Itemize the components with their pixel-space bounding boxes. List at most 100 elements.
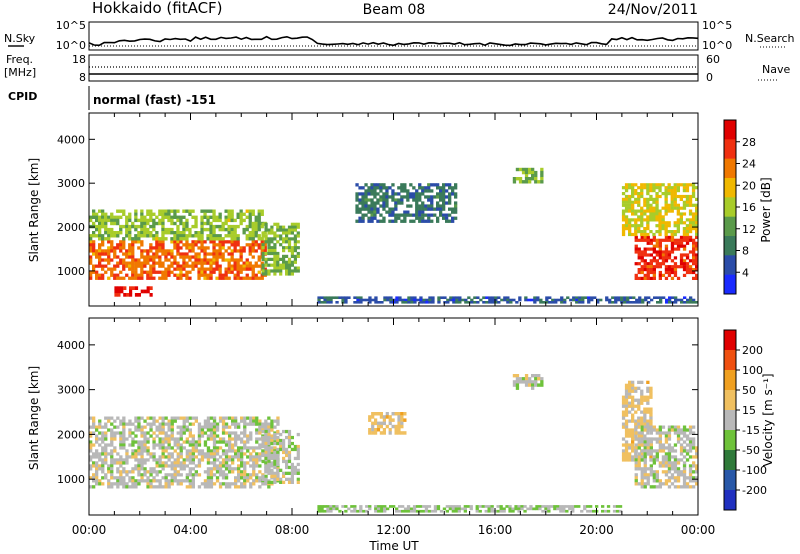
scatter-cell [236, 215, 240, 219]
scatter-cell [116, 231, 120, 235]
scatter-cell [92, 461, 96, 465]
scatter-cell [143, 461, 147, 465]
scatter-cell [237, 479, 241, 483]
scatter-cell [191, 246, 195, 250]
scatter-cell [230, 237, 234, 241]
scatter-cell [209, 276, 213, 280]
scatter-cell [258, 485, 262, 489]
scatter-cell [634, 422, 638, 426]
scatter-cell [191, 264, 195, 268]
scatter-cell [234, 437, 238, 441]
scatter-cell [445, 505, 449, 508]
nave-label: Nave [762, 63, 790, 76]
scatter-cell [194, 446, 198, 450]
scatter-cell [212, 455, 217, 459]
scatter-cell [290, 246, 294, 250]
scatter-cell [110, 231, 114, 235]
scatter-cell [167, 437, 171, 441]
scatter-cell [415, 207, 419, 211]
scatter-cell [224, 267, 228, 271]
scatter-cell [206, 428, 211, 432]
scatter-cell [209, 461, 214, 465]
nave-tick-top: 60 [706, 53, 720, 66]
scatter-cell [276, 225, 280, 229]
scatter-cell [252, 458, 256, 462]
scatter-cell [628, 209, 632, 213]
scatter-cell [173, 464, 177, 468]
scatter-cell [233, 258, 237, 262]
scatter-cell [652, 200, 656, 204]
scatter-cell [695, 206, 699, 210]
scatter-cell [640, 419, 644, 423]
scatter-cell [119, 431, 123, 435]
scatter-cell [652, 259, 656, 263]
scatter-cell [664, 270, 669, 275]
scatter-cell [406, 213, 410, 217]
scatter-cell [673, 230, 677, 234]
scatter-cell [104, 224, 108, 229]
scatter-cell [185, 252, 189, 256]
scatter-cell [397, 213, 401, 217]
scatter-cell [437, 296, 441, 299]
scatter-cell [646, 192, 650, 196]
scatter-cell [655, 244, 659, 248]
scatter-cell [631, 440, 635, 444]
scatter-cell [206, 215, 210, 219]
scatter-cell [404, 298, 408, 302]
scatter-cell [203, 227, 207, 232]
scatter-cell [206, 246, 210, 250]
colorbar-block [724, 158, 736, 179]
scatter-cell [431, 298, 435, 302]
scatter-cell [167, 209, 171, 213]
scatter-cell [529, 505, 533, 508]
scatter-cell [293, 447, 297, 452]
scatter-cell [664, 247, 669, 251]
scatter-cell [652, 206, 656, 210]
scatter-cell [439, 195, 443, 199]
scatter-cell [119, 258, 123, 262]
scatter-cell [119, 246, 123, 250]
scatter-cell [119, 470, 123, 474]
scatter-cell [640, 186, 644, 190]
scatter-cell [624, 386, 629, 390]
scatter-cell [668, 296, 672, 299]
scatter-cell [158, 422, 162, 426]
scatter-cell [679, 446, 684, 450]
scatter-cell [655, 431, 659, 435]
scatter-cell [267, 231, 271, 235]
scatter-cell [203, 215, 207, 219]
scatter-cell [683, 301, 687, 304]
scatter-cell [224, 273, 228, 277]
scatter-cell [243, 422, 247, 426]
scatter-cell [512, 383, 517, 387]
scatter-cell [452, 296, 456, 299]
scatter-cell [182, 428, 186, 432]
scatter-cell [248, 224, 252, 229]
scatter-cell [467, 296, 471, 299]
scatter-cell [673, 262, 678, 266]
scatter-cell [649, 276, 653, 280]
scatter-cell [415, 210, 419, 214]
scatter-cell [143, 434, 147, 438]
scatter-cell [131, 237, 135, 241]
scatter-cell [234, 425, 238, 429]
scatter-cell [624, 398, 629, 402]
scatter-cell [688, 467, 693, 471]
scatter-cell [260, 249, 264, 253]
scatter-cell [580, 509, 584, 513]
scatter-cell [146, 261, 150, 265]
scatter-cell [270, 422, 274, 426]
scatter-cell [400, 198, 404, 202]
scatter-cell [661, 218, 665, 222]
scatter-cell [203, 443, 208, 447]
scatter-cell [212, 243, 216, 247]
scatter-cell [412, 505, 417, 508]
scatter-cell [125, 234, 129, 238]
scatter-cell [251, 276, 255, 280]
scatter-cell [185, 224, 189, 229]
scatter-cell [134, 458, 138, 462]
scatter-cell [661, 449, 666, 453]
scatter-cell [152, 264, 156, 268]
scatter-cell [637, 270, 641, 275]
